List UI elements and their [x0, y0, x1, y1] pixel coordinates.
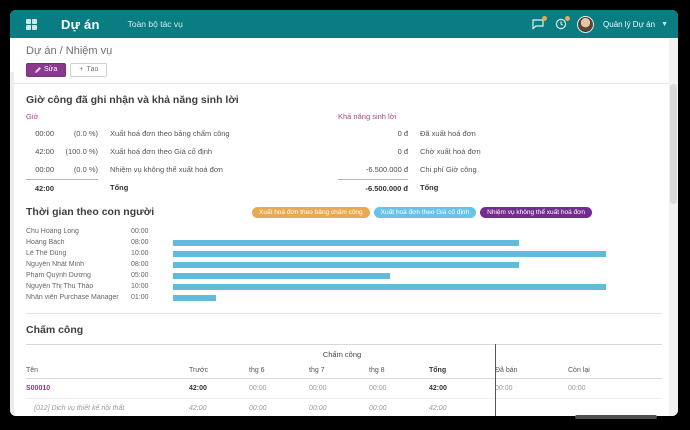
legend-pill-timesheet[interactable]: Xuất hoá đơn theo bảng chấm công — [252, 206, 370, 218]
legend-pill-non-billable[interactable]: Nhiệm vụ không thể xuất hoá đơn — [480, 206, 592, 218]
table-divider — [495, 344, 496, 416]
create-button[interactable]: + Tạo — [70, 63, 108, 78]
horizontal-scrollbar-thumb[interactable] — [575, 415, 657, 419]
sale-order-link[interactable]: S00010 — [26, 385, 51, 393]
hours-row: 00:00 (0.0 %) Nhiệm vụ không thể xuất hoá… — [35, 165, 223, 175]
left-gutter — [10, 72, 14, 416]
chart-row: Nguyễn Thị Thu Thảo 10:00 — [26, 281, 662, 292]
table-row[interactable]: S00010 42:00 00:00 00:00 00:00 42:00 00:… — [26, 379, 662, 400]
chart-row: Lê Thế Dũng 10:00 — [26, 248, 662, 259]
profit-row: -6.500.000 đ Chi phí Giờ công — [365, 165, 477, 175]
col-remaining: Còn lại — [568, 367, 590, 375]
profit-header: Khả năng sinh lời — [338, 112, 397, 122]
user-menu[interactable]: Quản lý Dự án — [603, 19, 656, 29]
control-panel: Dự án / Nhiệm vụ Sửa + Tạo — [10, 38, 678, 85]
col-jul: thg 7 — [309, 367, 325, 375]
app-title[interactable]: Dự án — [61, 16, 100, 32]
edit-button[interactable]: Sửa — [26, 63, 67, 78]
vertical-scrollbar[interactable] — [669, 38, 678, 416]
chart-row: Nhân viên Purchase Manager 01:00 — [26, 292, 662, 303]
col-total: Tổng — [429, 367, 447, 375]
vertical-scrollbar-thumb[interactable] — [670, 84, 677, 204]
profit-table: Khả năng sinh lời 0 đ Đã xuất hoá đơn 0 … — [338, 112, 662, 198]
hours-total-row: 42:00 Tổng — [26, 179, 326, 198]
chart-row: Hoàng Bách 08:00 — [26, 237, 662, 248]
timesheets-table: Chấm công Tên Trước thg 6 thg 7 thg 8 Tổ… — [26, 344, 662, 416]
chart-row: Phạm Quỳnh Dương 05:00 — [26, 270, 662, 281]
profitability-tables: Giờ 00:00 (0.0 %) Xuất hoá đơn theo bảng … — [26, 112, 662, 198]
messages-badge — [542, 16, 548, 21]
hours-row: 42:00 (100.0 %) Xuất hoá đơn theo Giá cố … — [35, 147, 213, 157]
messages-icon[interactable] — [531, 16, 548, 31]
chart-row: Nguyễn Nhất Minh 08:00 — [26, 259, 662, 270]
hours-header: Giờ — [26, 112, 39, 122]
group-header: Chấm công — [322, 350, 362, 360]
order-line-label: [012] Dịch vụ thiết kế nội thất — [34, 405, 125, 413]
bar[interactable] — [173, 239, 520, 246]
col-name: Tên — [26, 367, 39, 375]
edit-pencil-icon — [35, 67, 41, 74]
breadcrumb[interactable]: Dự án / Nhiệm vụ — [26, 45, 113, 57]
col-jun: thg 6 — [249, 367, 265, 375]
profit-total-row: -6.500.000 đ Tổng — [338, 179, 662, 198]
col-before: Trước — [189, 367, 209, 375]
chart-legend: Xuất hoá đơn theo bảng chấm công Xuất ho… — [252, 206, 592, 218]
table-header-row: Tên Trước thg 6 thg 7 thg 8 Tổng Đã bán … — [26, 363, 662, 380]
user-avatar[interactable] — [577, 15, 595, 33]
bar[interactable] — [173, 261, 520, 268]
col-sold: Đã bán — [495, 367, 518, 375]
profitability-section-title: Giờ công đã ghi nhận và khả năng sinh lờ… — [26, 94, 239, 107]
menu-all-tasks[interactable]: Toàn bộ tác vụ — [127, 19, 183, 29]
apps-menu-icon[interactable] — [26, 18, 37, 30]
time-by-people-title: Thời gian theo con người — [26, 206, 155, 219]
top-navbar: Dự án Toàn bộ tác vụ Quản lý Dự án ▼ — [10, 10, 678, 38]
bar[interactable] — [173, 250, 606, 257]
profit-row: 0 đ Chờ xuất hoá đơn — [397, 147, 481, 157]
activities-icon[interactable] — [554, 16, 571, 31]
bar[interactable] — [173, 272, 390, 279]
chevron-down-icon: ▼ — [661, 20, 668, 28]
bar[interactable] — [173, 283, 606, 290]
hours-bar-chart: Chu Hoang Long 00:00 Hoàng Bách 08:00 Lê T… — [26, 226, 662, 303]
col-aug: thg 8 — [369, 367, 385, 375]
legend-pill-fixed-price[interactable]: Xuất hoá đơn theo Giá cố định — [373, 206, 477, 218]
plus-icon: + — [79, 66, 84, 73]
app-window: Dự án Toàn bộ tác vụ Quản lý Dự án ▼ Dự … — [10, 10, 678, 416]
activities-badge — [565, 16, 571, 21]
hours-row: 00:00 (0.0 %) Xuất hoá đơn theo bảng chấm… — [35, 129, 230, 139]
chart-row: Chu Hoang Long 00:00 — [26, 228, 149, 236]
hours-table: Giờ 00:00 (0.0 %) Xuất hoá đơn theo bảng … — [26, 112, 326, 198]
table-row[interactable]: [012] Dịch vụ thiết kế nội thất 42:00 00… — [26, 399, 662, 416]
profit-row: 0 đ Đã xuất hoá đơn — [397, 129, 476, 139]
bar[interactable] — [173, 294, 217, 301]
timesheets-section-title: Chấm công — [26, 324, 84, 337]
